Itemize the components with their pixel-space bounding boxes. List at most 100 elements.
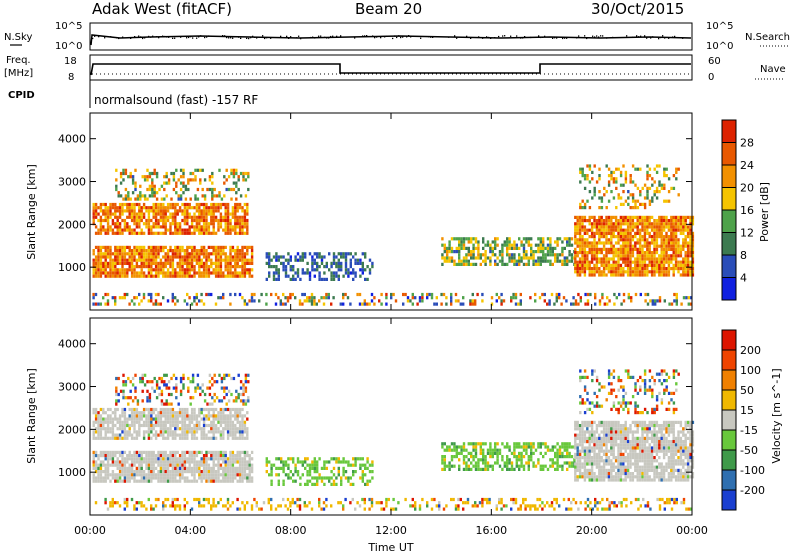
noise-dot [208,35,210,37]
range-gate-cell [446,445,449,449]
range-gate-cell [111,274,115,278]
range-gate-cell [462,262,466,266]
range-gate-cell [663,199,666,203]
range-gate-cell [226,212,230,216]
range-gate-cell [268,252,271,256]
range-gate-cell [138,249,141,253]
range-gate-cell [641,254,644,258]
range-gate-cell [532,262,535,266]
range-gate-cell [282,479,285,483]
range-gate-cell [163,380,166,384]
range-gate-cell [600,257,603,261]
range-gate-cell [230,171,233,176]
range-gate-cell [287,473,290,477]
range-gate-cell [286,296,290,300]
range-gate-cell [97,249,100,253]
range-gate-cell [268,258,271,262]
range-gate-cell [443,464,446,468]
range-gate-cell [126,473,129,477]
range-gate-cell [595,267,599,271]
range-gate-cell [150,411,153,415]
range-gate-cell [498,296,501,300]
range-gate-cell [284,271,288,275]
range-gate-cell [166,268,170,272]
range-gate-cell [672,225,675,229]
range-gate-cell [128,479,131,483]
range-gate-cell [196,197,200,201]
range-gate-cell [190,255,194,259]
range-gate-cell [142,476,146,480]
range-gate-cell [600,228,603,232]
range-gate-cell [198,476,201,480]
range-gate-cell [354,463,357,467]
range-gate-cell [193,407,196,412]
range-gate-cell [606,302,609,306]
range-gate-cell [489,455,492,459]
range-gate-cell [219,271,223,275]
range-gate-cell [591,170,594,174]
range-gate-cell [340,261,343,265]
range-gate-cell [174,436,177,440]
noise-dot [454,35,456,37]
range-gate-cell [539,445,542,449]
range-gate-cell [231,271,235,275]
range-gate-cell [222,470,225,474]
range-gate-cell [292,268,295,272]
noise-dot [674,35,676,38]
range-gate-cell [241,252,244,256]
range-gate-cell [186,476,189,480]
range-gate-cell [222,476,225,480]
range-gate-cell [455,262,458,266]
range-gate-cell [600,196,604,200]
range-gate-cell [129,197,132,201]
colorbar-tick-label: 28 [740,137,754,150]
range-gate-cell [198,407,201,412]
range-gate-cell [210,479,213,483]
range-gate-cell [152,457,155,461]
range-gate-cell [124,168,128,172]
range-gate-cell [629,251,632,255]
range-gate-cell [140,457,143,461]
range-gate-cell [135,231,139,235]
range-gate-cell [626,263,630,267]
range-gate-cell [546,246,550,250]
range-gate-cell [207,252,211,256]
range-gate-cell [104,436,107,440]
range-gate-cell [123,258,127,262]
range-gate-cell [320,258,324,262]
range-gate-cell [482,442,485,446]
range-gate-cell [236,420,239,424]
range-gate-cell [128,470,131,474]
range-gate-cell [159,258,163,262]
range-gate-cell [566,237,569,241]
range-gate-cell [186,261,189,265]
range-gate-cell [670,267,673,271]
range-gate-cell [482,448,485,452]
range-gate-cell [595,241,599,245]
range-gate-cell [595,228,599,232]
range-gate-cell [214,427,218,431]
range-gate-cell [143,383,147,387]
noise-dot [340,35,342,37]
range-gate-cell [229,476,232,480]
range-gate-cell [498,250,502,254]
range-gate-cell [691,215,695,219]
range-gate-cell [684,267,687,271]
range-gate-cell [287,274,290,278]
range-gate-cell [527,464,530,468]
noise-dot [586,37,588,40]
range-gate-cell [662,260,666,264]
range-gate-cell [670,241,673,245]
range-gate-cell [200,473,203,477]
range-gate-cell [607,267,611,271]
range-gate-cell [171,258,175,262]
range-gate-cell [182,386,185,390]
range-gate-cell [133,271,136,275]
range-gate-cell [275,466,278,470]
range-gate-cell [116,225,119,229]
range-gate-cell [188,268,191,272]
range-gate-cell [238,470,242,474]
range-gate-cell [390,296,393,300]
range-gate-cell [166,202,170,207]
range-gate-cell [282,268,285,272]
